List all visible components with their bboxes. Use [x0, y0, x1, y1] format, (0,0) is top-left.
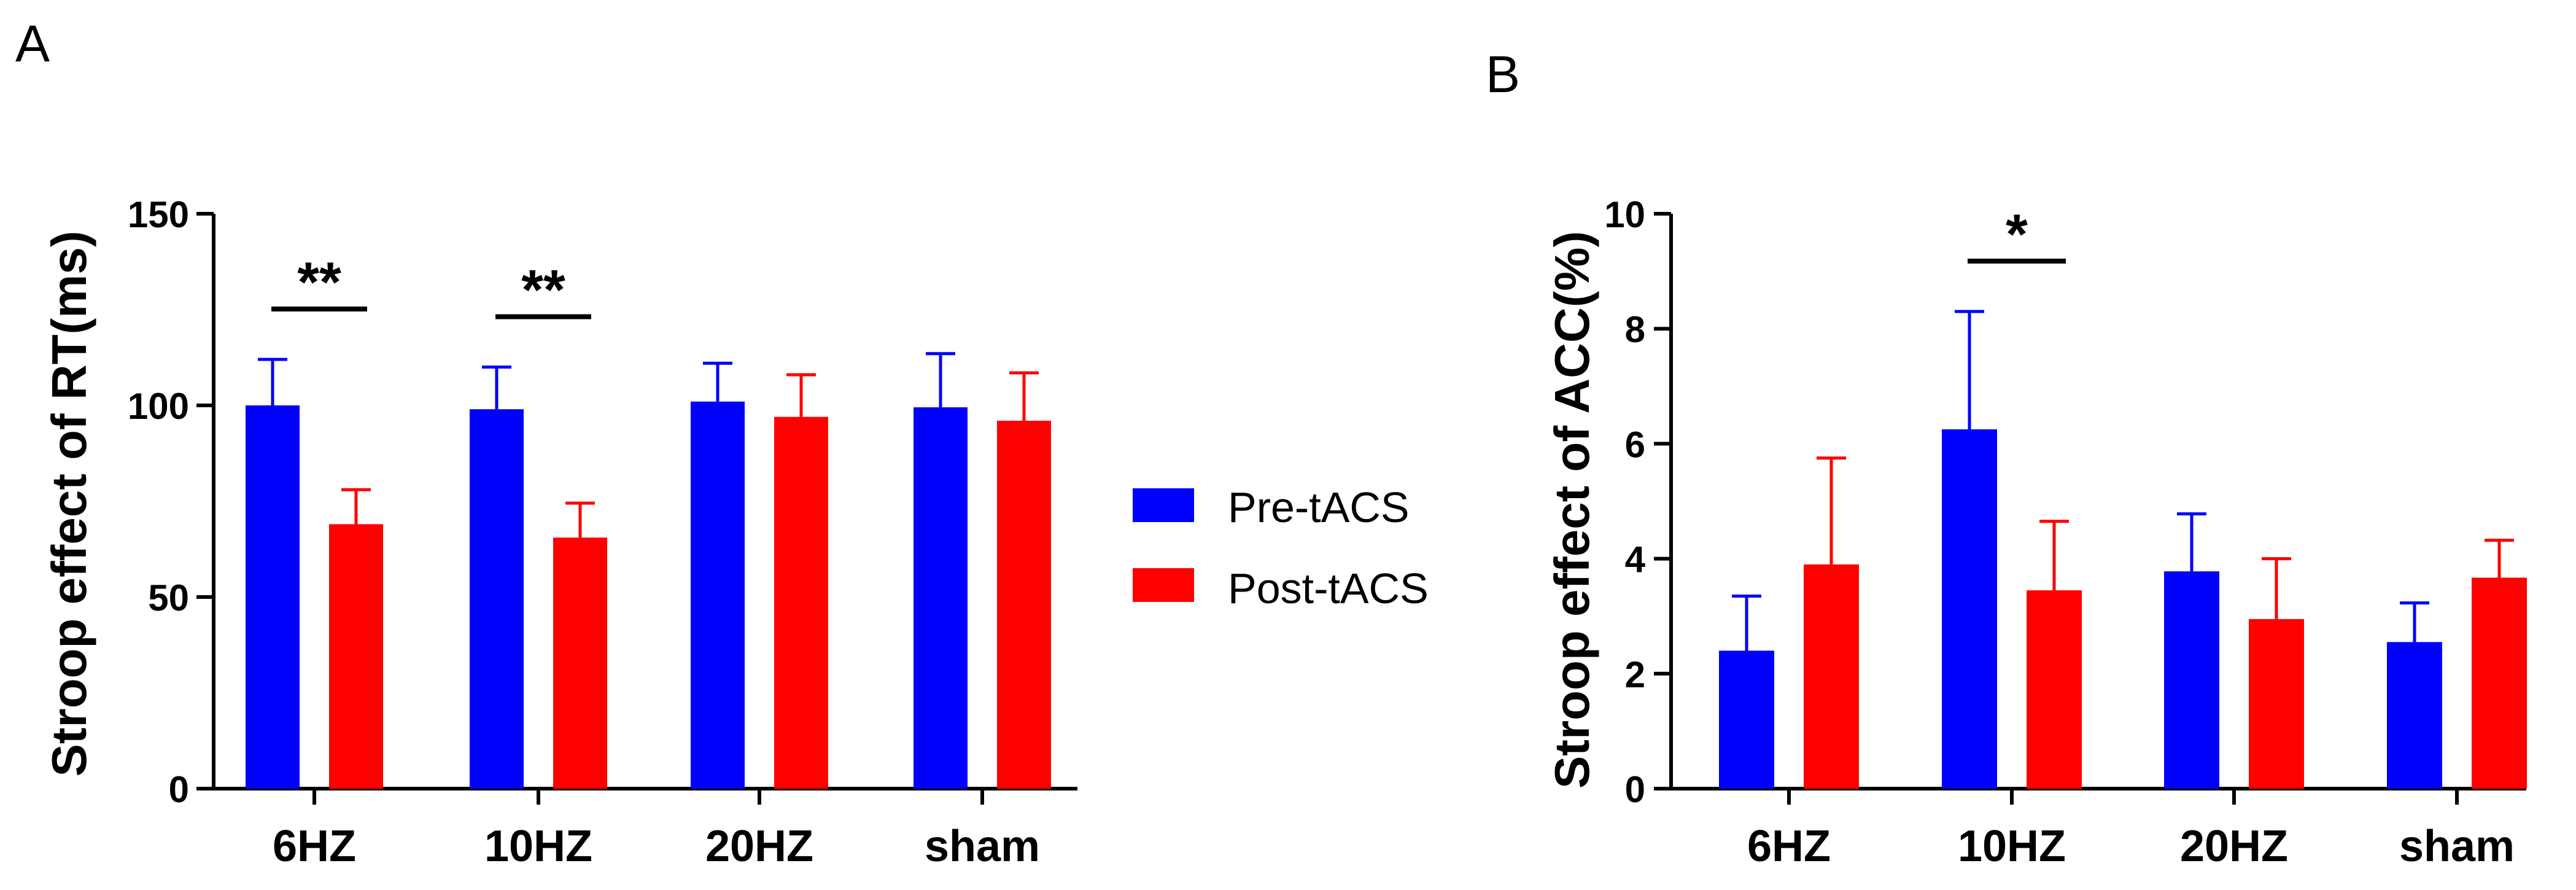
panel-b-bar-pre — [2164, 571, 2219, 789]
panel-b-y-tick-label: 6 — [1625, 424, 1645, 465]
panel-a-y-axis-title: Stroop effect of RT(ms) — [42, 231, 96, 777]
panel-b-y-tick-label: 8 — [1625, 309, 1645, 350]
panel-b-x-tick-label: 10HZ — [1958, 822, 2066, 871]
panel-a-x-tick-label: 20HZ — [705, 822, 813, 871]
panel-a-bar-pre — [914, 407, 968, 789]
panel-a-x-tick-label: 6HZ — [273, 822, 356, 871]
legend: Pre-tACS Post-tACS — [1133, 483, 1429, 612]
panel-b-y-axis-title: Stroop effect of ACC(%) — [1545, 231, 1599, 789]
panel-b-bar-post — [2472, 577, 2527, 789]
panel-a-significance-label: ** — [521, 259, 565, 322]
panel-b-x-tick-label: 20HZ — [2180, 822, 2288, 871]
panel-a-bar-pre — [246, 405, 300, 789]
panel-a-x-tick-label: 10HZ — [484, 822, 592, 871]
legend-swatch-post — [1133, 568, 1194, 602]
panel-a-y-tick-label: 100 — [128, 386, 189, 427]
panel-a-bar-post — [774, 416, 828, 789]
panel-b-chart: Stroop effect of ACC(%) 0 2 4 6 8 10 6HZ 10HZ 20… — [1545, 194, 2527, 871]
panel-b-x-tick-label: sham — [2399, 822, 2515, 871]
legend-label-post: Post-tACS — [1228, 564, 1429, 612]
panel-a-bar-post — [997, 420, 1051, 789]
panel-b-bar-post — [2027, 590, 2082, 789]
panel-b-y-tick-label: 2 — [1625, 654, 1645, 695]
panel-a-x-tick-label: sham — [925, 822, 1040, 871]
panel-a-chart: Stroop effect of RT(ms) 0 50 100 150 6HZ 10HZ… — [42, 194, 1077, 871]
panel-a-y-tick-label: 0 — [169, 769, 189, 810]
panel-label-a: A — [15, 15, 50, 72]
panel-b-y-tick-label: 10 — [1604, 194, 1645, 235]
panel-b-bar-pre — [1942, 429, 1997, 789]
panel-b-bar-pre — [2387, 642, 2442, 789]
legend-label-pre: Pre-tACS — [1228, 483, 1410, 531]
panel-b-bar-post — [2249, 619, 2304, 789]
panel-b-significance-label: * — [2006, 203, 2028, 266]
legend-swatch-pre — [1133, 488, 1194, 522]
panel-a-bar-pre — [470, 409, 524, 789]
panel-a-bar-post — [329, 524, 383, 789]
panel-a-bar-pre — [691, 401, 745, 789]
panel-b-bar-pre — [1719, 650, 1774, 789]
panel-a-y-tick-label: 150 — [128, 194, 189, 235]
panel-label-b: B — [1486, 45, 1520, 103]
panel-b-bar-post — [1804, 564, 1859, 789]
panel-a-bar-post — [553, 537, 607, 789]
panel-b-y-tick-label: 0 — [1625, 769, 1645, 810]
panel-a-significance-label: ** — [297, 251, 341, 314]
panel-b-x-tick-label: 6HZ — [1747, 822, 1831, 871]
panel-a-y-tick-label: 50 — [148, 577, 189, 619]
panel-b-y-tick-label: 4 — [1625, 539, 1646, 580]
